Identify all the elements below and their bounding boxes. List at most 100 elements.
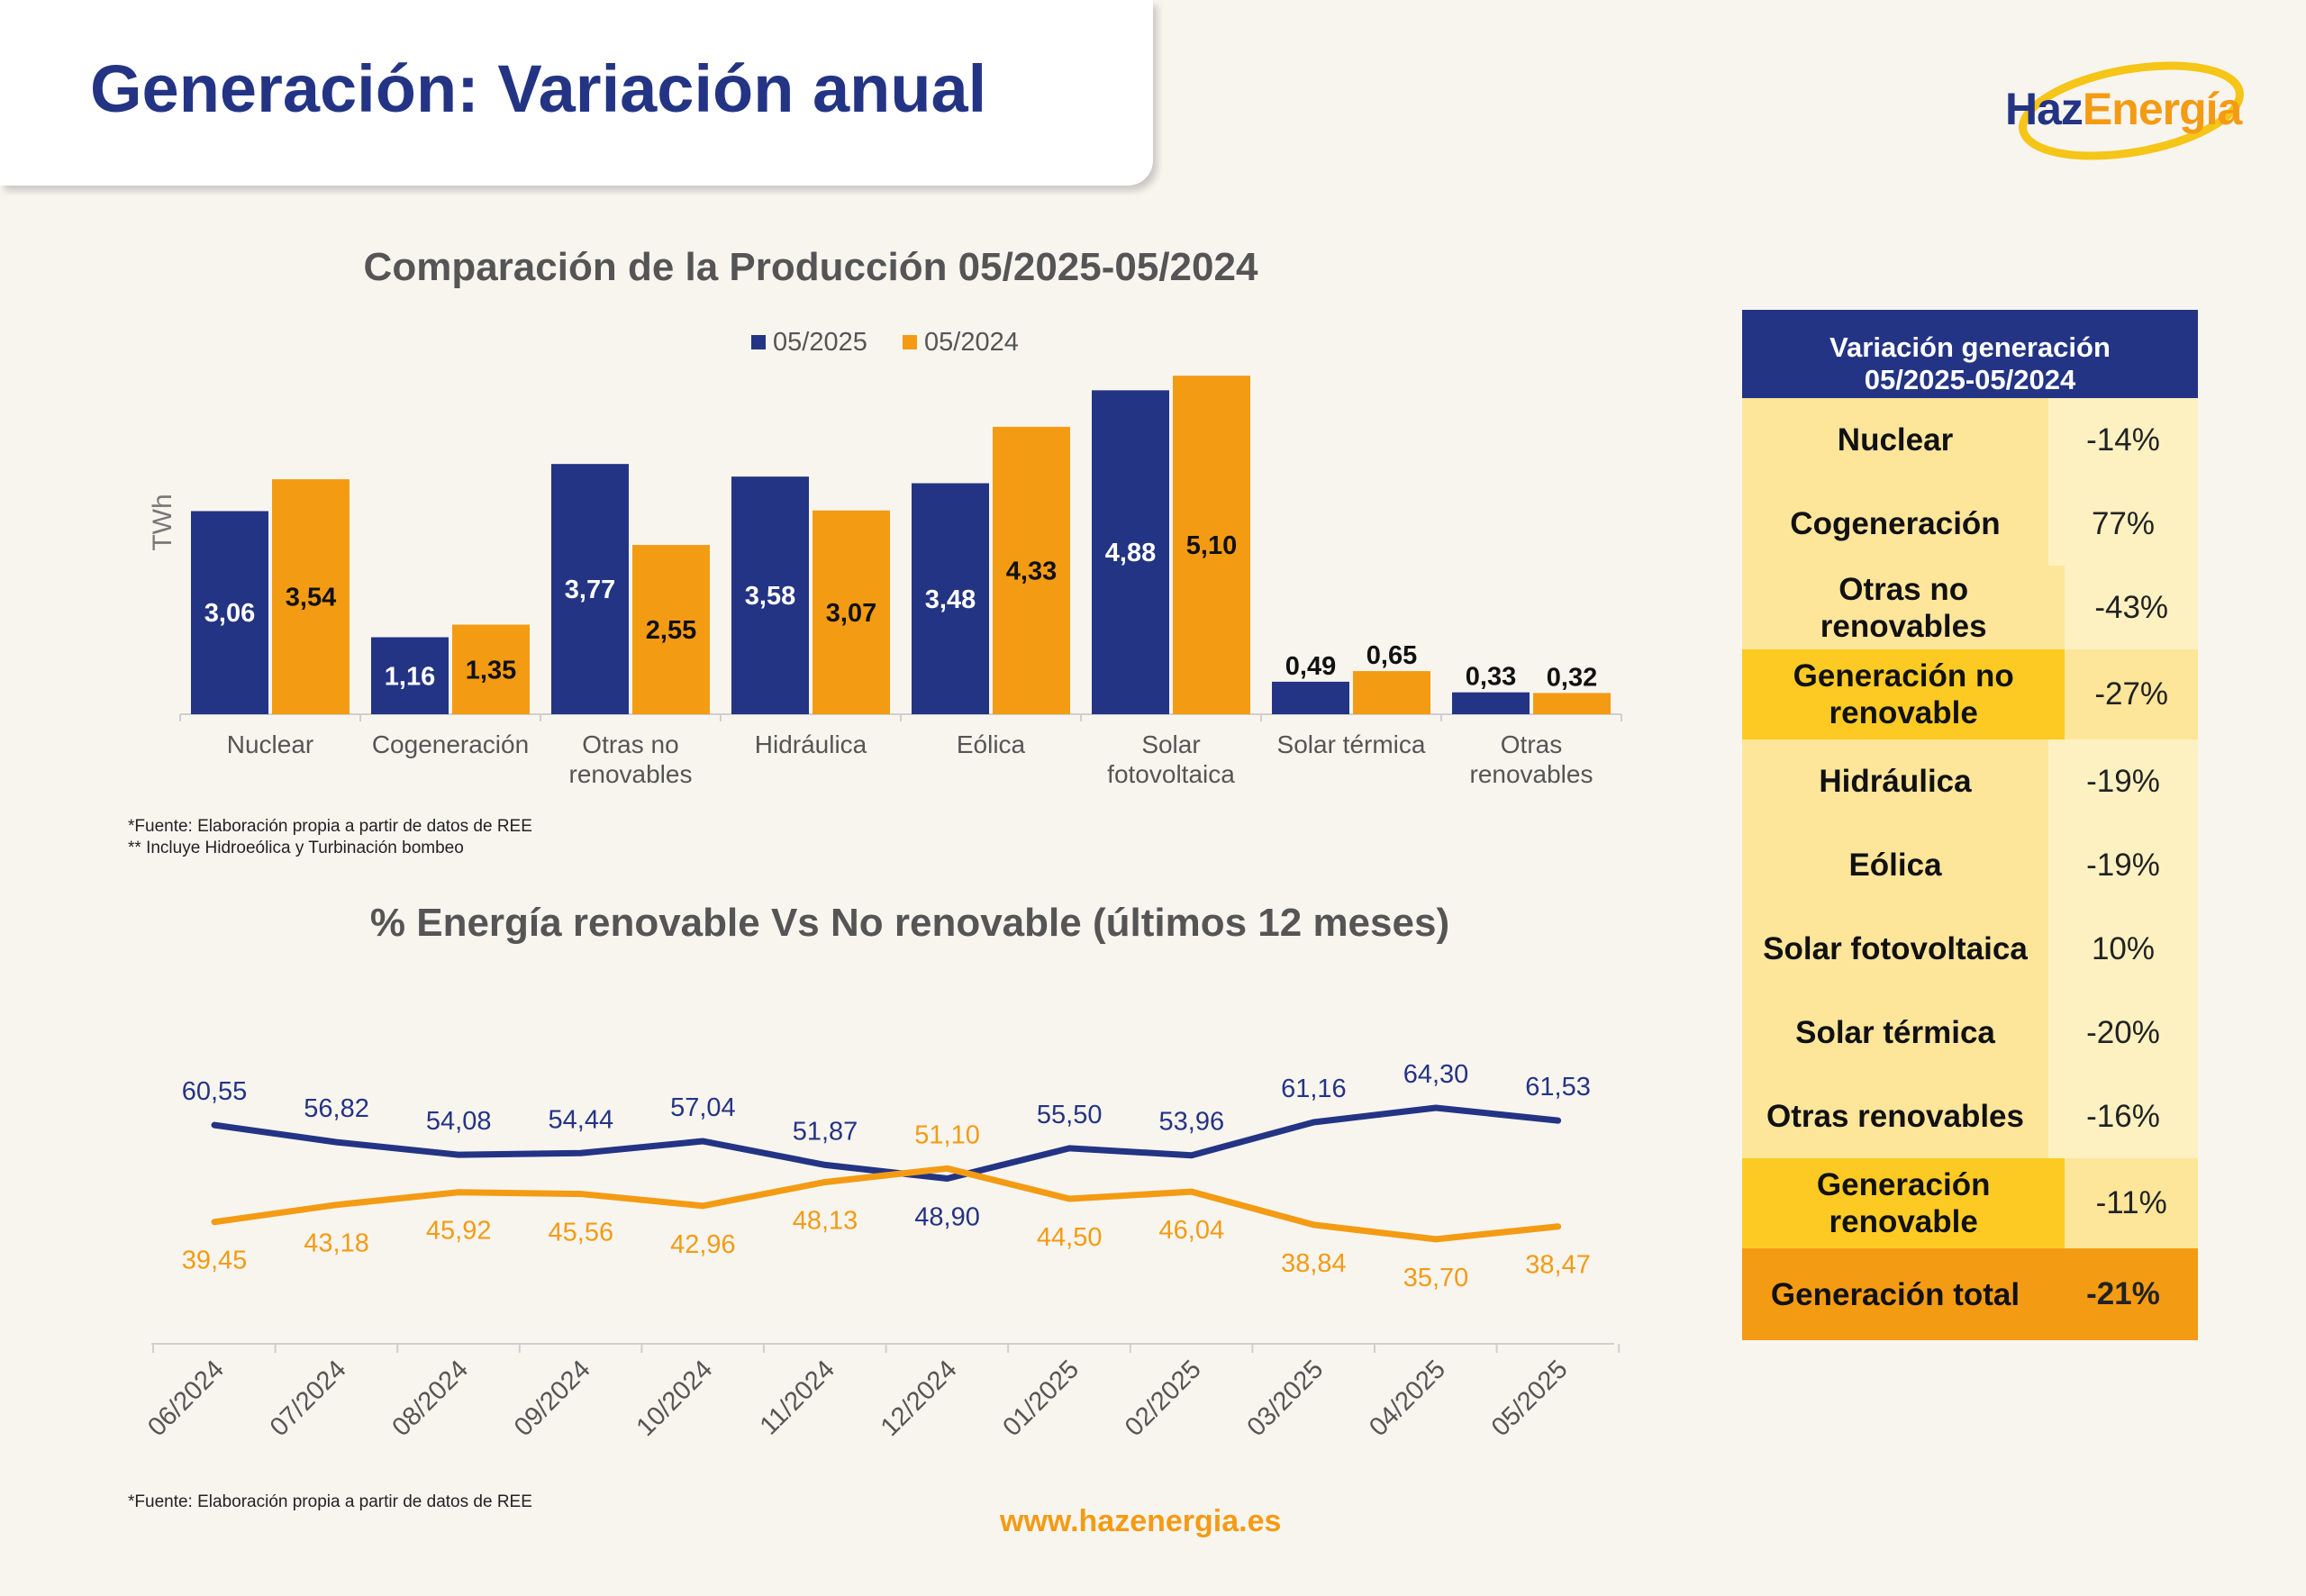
table-row: Generación total -21% bbox=[1742, 1248, 2198, 1340]
point-label: 54,44 bbox=[549, 1105, 614, 1134]
logo-part-energia: Energía bbox=[2082, 84, 2242, 134]
row-label: Otras no renovables bbox=[1742, 566, 2065, 649]
logo-part-haz: Haz bbox=[2005, 84, 2084, 134]
row-value: -27% bbox=[2065, 649, 2198, 739]
month-label: 05/2025 bbox=[1486, 1355, 1574, 1442]
bar-value-label: 4,88 bbox=[1105, 539, 1156, 567]
legend-label-0: 05/2025 bbox=[773, 328, 867, 357]
month-label: 07/2024 bbox=[265, 1355, 352, 1442]
bar-value-label: 0,49 bbox=[1285, 652, 1336, 681]
table-row: Nuclear -14% bbox=[1742, 398, 2198, 482]
row-label: Eólica bbox=[1742, 823, 2048, 907]
point-label: 45,92 bbox=[426, 1217, 492, 1246]
bar-value-label: 5,10 bbox=[1186, 531, 1237, 560]
bar-2025 bbox=[731, 476, 809, 714]
bar-2024 bbox=[632, 545, 710, 714]
point-label: 35,70 bbox=[1403, 1264, 1469, 1292]
point-label: 46,04 bbox=[1159, 1216, 1225, 1245]
table-row: Otras no renovables -43% bbox=[1742, 566, 2198, 649]
month-label: 04/2025 bbox=[1364, 1355, 1451, 1442]
row-value: -20% bbox=[2048, 991, 2198, 1075]
bar-2024 bbox=[452, 624, 530, 714]
legend-swatch-0 bbox=[751, 335, 766, 349]
row-label: Otras renovables bbox=[1742, 1075, 2048, 1158]
table-header: Variación generación 05/2025-05/2024 bbox=[1742, 310, 2198, 398]
month-label: 10/2024 bbox=[631, 1355, 719, 1442]
y-axis-label: TWh bbox=[148, 494, 177, 550]
category-label: Otras renovables bbox=[1470, 730, 1593, 788]
point-label: 61,16 bbox=[1281, 1075, 1347, 1103]
bar-value-label: 1,35 bbox=[466, 656, 516, 685]
table-header-line1: Variación generación bbox=[1829, 331, 2111, 363]
line-chart: 06/2024 07/2024 08/2024 09/2024 10/2024 11/20… bbox=[142, 1060, 1621, 1442]
month-label: 03/2025 bbox=[1242, 1355, 1330, 1442]
page-title: Generación: Variación anual bbox=[90, 51, 987, 126]
point-label: 53,96 bbox=[1159, 1108, 1225, 1137]
bar-2025 bbox=[1092, 390, 1169, 714]
series-line-1 bbox=[211, 1165, 1562, 1243]
point-label: 51,87 bbox=[793, 1117, 858, 1146]
category-label: Solar térmica bbox=[1277, 730, 1426, 758]
month-label: 01/2025 bbox=[997, 1355, 1085, 1442]
table-row: Eólica -19% bbox=[1742, 823, 2198, 907]
bar-value-label: 0,65 bbox=[1366, 641, 1417, 670]
note-source: *Fuente: Elaboración propia a partir de … bbox=[128, 817, 532, 836]
category-label: Eólica bbox=[957, 730, 1026, 758]
point-label: 38,84 bbox=[1281, 1249, 1347, 1278]
point-label: 64,30 bbox=[1403, 1060, 1469, 1089]
bar-value-label: 3,77 bbox=[565, 576, 615, 604]
variation-table: Variación generación 05/2025-05/2024 Nuc… bbox=[1742, 310, 2198, 1340]
month-label: 12/2024 bbox=[876, 1355, 963, 1442]
line-chart-title: % Energía renovable Vs No renovable (últ… bbox=[369, 901, 1450, 945]
row-label: Cogeneración bbox=[1742, 482, 2048, 566]
row-value: 10% bbox=[2048, 907, 2198, 991]
logo: HazEnergía bbox=[2005, 83, 2242, 135]
bar-2024 bbox=[1533, 693, 1611, 714]
row-label: Generación total bbox=[1742, 1248, 2048, 1340]
bar-2024 bbox=[813, 510, 890, 714]
table-row: Cogeneración 77% bbox=[1742, 482, 2198, 566]
bar-value-label: 2,55 bbox=[646, 616, 696, 645]
table-row: Solar fotovoltaica 10% bbox=[1742, 907, 2198, 991]
table-row: Generación renovable -11% bbox=[1742, 1158, 2198, 1248]
bar-2024 bbox=[1353, 671, 1430, 714]
note-hydro: ** Incluye Hidroeólica y Turbinación bom… bbox=[128, 839, 464, 857]
category-label: Otras no renovables bbox=[569, 730, 693, 788]
bar-chart-notes: *Fuente: Elaboración propia a partir de … bbox=[128, 816, 532, 859]
point-label: 48,90 bbox=[914, 1203, 980, 1232]
bar-value-label: 1,16 bbox=[385, 662, 435, 691]
point-label: 48,13 bbox=[793, 1206, 858, 1235]
row-value: -19% bbox=[2048, 739, 2198, 823]
point-label: 51,10 bbox=[914, 1120, 980, 1149]
bar-value-label: 3,48 bbox=[925, 585, 976, 614]
month-label: 02/2025 bbox=[1120, 1355, 1207, 1442]
bar-2025 bbox=[1272, 681, 1349, 714]
point-label: 56,82 bbox=[304, 1094, 369, 1123]
bar-value-label: 3,54 bbox=[286, 584, 336, 612]
table-row: Generación no renovable -27% bbox=[1742, 649, 2198, 739]
month-label: 08/2024 bbox=[386, 1355, 474, 1442]
series-line-0 bbox=[211, 1104, 1562, 1183]
point-label: 42,96 bbox=[670, 1230, 736, 1259]
bar-2024 bbox=[1173, 376, 1250, 714]
row-value: -21% bbox=[2048, 1248, 2198, 1340]
bar-value-label: 0,32 bbox=[1547, 663, 1597, 692]
point-label: 43,18 bbox=[304, 1229, 369, 1258]
bar-2025 bbox=[191, 511, 268, 714]
bar-chart-title: Comparación de la Producción 05/2025-05/… bbox=[363, 245, 1258, 289]
row-label: Generación no renovable bbox=[1742, 649, 2065, 739]
title-card: Generación: Variación anual bbox=[0, 0, 1153, 186]
legend-swatch-1 bbox=[903, 335, 917, 349]
bar-2024 bbox=[272, 479, 350, 714]
logo-swoosh-icon bbox=[2019, 61, 2244, 160]
category-label: Solar fotovoltaica bbox=[1107, 730, 1235, 788]
row-label: Nuclear bbox=[1742, 398, 2048, 482]
line-chart-note: *Fuente: Elaboración propia a partir de … bbox=[128, 1492, 532, 1511]
footer-url[interactable]: www.hazenergia.es bbox=[1000, 1504, 1282, 1538]
row-label: Hidráulica bbox=[1742, 739, 2048, 823]
bar-2025 bbox=[1452, 692, 1530, 714]
row-value: -14% bbox=[2048, 398, 2198, 482]
bar-2024 bbox=[993, 426, 1070, 714]
point-label: 38,47 bbox=[1525, 1251, 1591, 1280]
row-label: Generación renovable bbox=[1742, 1158, 2065, 1248]
